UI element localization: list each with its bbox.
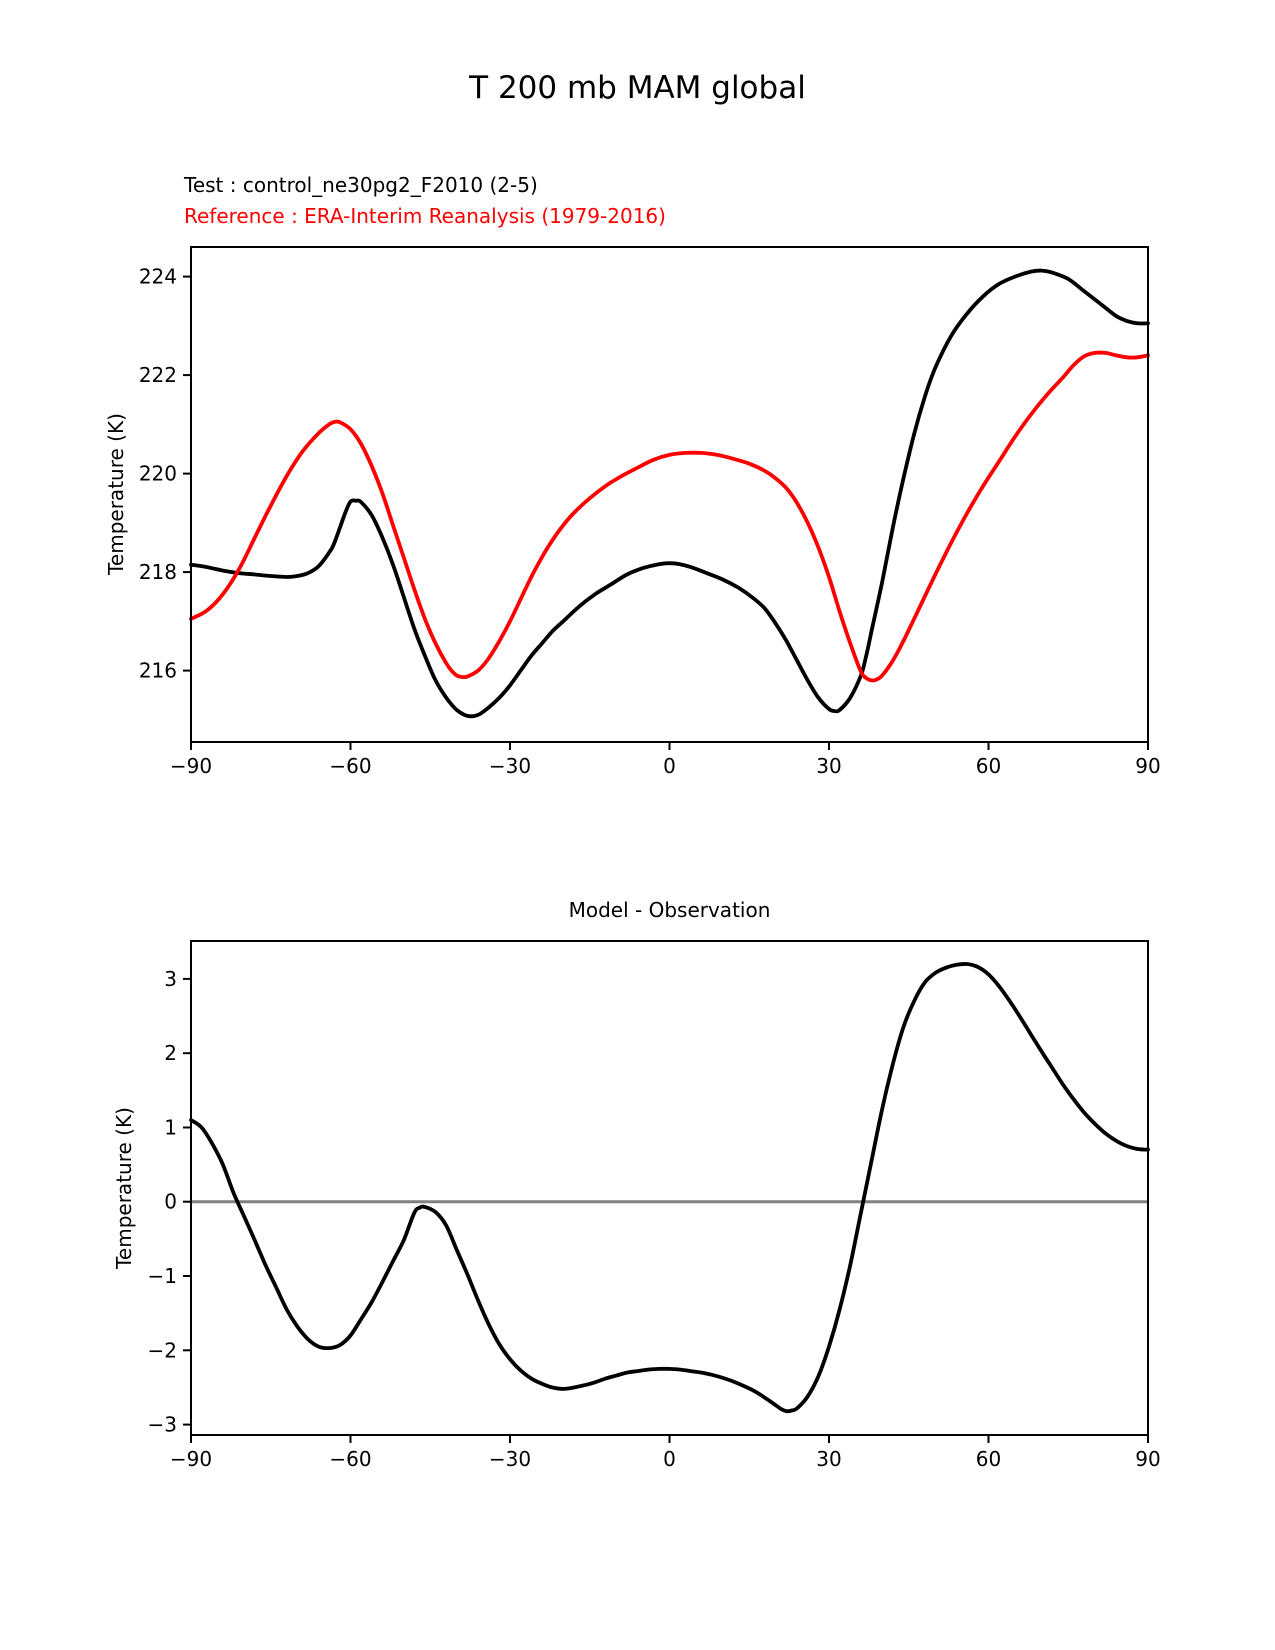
reference-series-line xyxy=(189,350,1150,683)
plot-frame xyxy=(190,246,1149,743)
test-series-line xyxy=(189,268,1150,719)
y-tick-label: −3 xyxy=(148,1413,177,1437)
legend: Test : control_ne30pg2_F2010 (2-5) Refer… xyxy=(184,170,666,232)
y-tick-label: 222 xyxy=(139,363,177,387)
y-tick-label: 218 xyxy=(139,560,177,584)
y-tick-label: 224 xyxy=(139,265,177,289)
x-tick-label: −30 xyxy=(489,754,531,778)
x-tick-label: −90 xyxy=(170,1447,212,1471)
x-tick-label: −60 xyxy=(329,754,371,778)
x-tick-label: 30 xyxy=(816,754,841,778)
x-tick-label: 0 xyxy=(663,1447,676,1471)
x-tick-label: −60 xyxy=(329,1447,371,1471)
x-tick-label: 0 xyxy=(663,754,676,778)
difference-series-line xyxy=(189,962,1150,1414)
y-tick-label: 1 xyxy=(164,1116,177,1140)
y-tick-label: −2 xyxy=(148,1338,177,1362)
x-tick-label: 60 xyxy=(976,754,1001,778)
y-tick-label: 220 xyxy=(139,462,177,486)
bottom-chart-title: Model - Observation xyxy=(568,898,771,922)
x-tick-label: −90 xyxy=(170,754,212,778)
legend-test-label: Test : control_ne30pg2_F2010 (2-5) xyxy=(184,173,538,197)
y-tick-label: 0 xyxy=(164,1190,177,1214)
y-tick-label: 2 xyxy=(164,1041,177,1065)
x-tick-label: 90 xyxy=(1135,754,1160,778)
plot-frame xyxy=(190,940,1149,1436)
x-tick-label: 30 xyxy=(816,1447,841,1471)
y-tick-label: 3 xyxy=(164,967,177,991)
y-tick-label: −1 xyxy=(148,1264,177,1288)
y-tick-label: 216 xyxy=(139,659,177,683)
x-tick-label: −30 xyxy=(489,1447,531,1471)
x-tick-label: 60 xyxy=(976,1447,1001,1471)
legend-reference-label: Reference : ERA-Interim Reanalysis (1979… xyxy=(184,204,666,228)
figure-title: T 200 mb MAM global xyxy=(469,70,806,106)
x-tick-label: 90 xyxy=(1135,1447,1160,1471)
